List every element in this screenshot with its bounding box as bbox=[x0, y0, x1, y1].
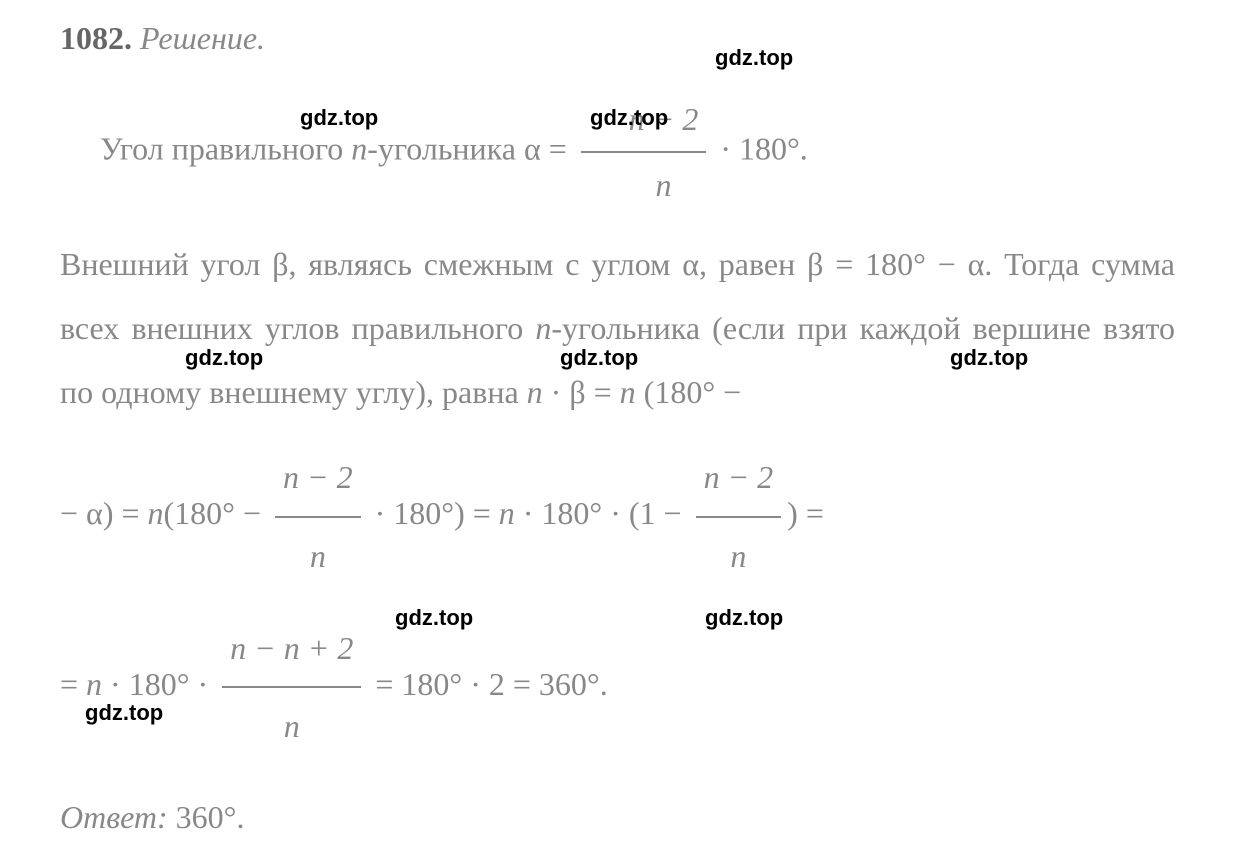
watermark-8: gdz.top bbox=[85, 700, 163, 726]
watermark-3: gdz.top bbox=[185, 345, 263, 371]
p4-frac1-num: n − n + 2 bbox=[222, 610, 361, 689]
p2-italic1: n bbox=[535, 310, 551, 346]
watermark-6: gdz.top bbox=[395, 605, 473, 631]
p4-text2: · 180° · bbox=[102, 666, 216, 702]
p1-text2: -угольника α = bbox=[367, 130, 574, 166]
p3-text5: ) = bbox=[787, 495, 824, 531]
paragraph-2: Внешний угол β, являясь смежным с углом … bbox=[60, 232, 1175, 424]
watermark-2: gdz.top bbox=[590, 105, 668, 131]
p3-fraction2: n − 2n bbox=[696, 439, 782, 595]
watermark-0: gdz.top bbox=[715, 45, 793, 71]
p3-text4: · 180° · (1 − bbox=[515, 495, 690, 531]
answer-label: Ответ: bbox=[60, 799, 168, 835]
p3-italic1: n bbox=[148, 495, 164, 531]
p4-italic1: n bbox=[86, 666, 102, 702]
p3-frac1-num: n − 2 bbox=[275, 439, 361, 518]
p1-frac1-den: n bbox=[581, 153, 707, 217]
p3-italic2: n bbox=[499, 495, 515, 531]
problem-header: 1082. Решение. bbox=[60, 20, 1175, 57]
watermark-7: gdz.top bbox=[705, 605, 783, 631]
p3-fraction1: n − 2n bbox=[275, 439, 361, 595]
watermark-5: gdz.top bbox=[950, 345, 1028, 371]
p3-frac2-num: n − 2 bbox=[696, 439, 782, 518]
p3-text2: (180° − bbox=[164, 495, 270, 531]
p1-text1: Угол правильного bbox=[100, 130, 351, 166]
p4-fraction1: n − n + 2n bbox=[222, 610, 361, 766]
watermark-1: gdz.top bbox=[300, 105, 378, 131]
p3-text1: − α) = bbox=[60, 495, 148, 531]
p1-text3: · 180°. bbox=[712, 130, 807, 166]
p3-frac1-den: n bbox=[275, 518, 361, 595]
p3-frac2-den: n bbox=[696, 518, 782, 595]
p2-italic3: n bbox=[620, 374, 636, 410]
problem-number: 1082. bbox=[60, 20, 132, 56]
paragraph-3: − α) = n(180° − n − 2n · 180°) = n · 180… bbox=[60, 439, 1175, 595]
p1-italic1: n bbox=[351, 130, 367, 166]
p4-text1: = bbox=[60, 666, 86, 702]
p4-frac1-den: n bbox=[222, 688, 361, 765]
answer-row: Ответ: 360°. bbox=[60, 785, 1175, 849]
p2-italic2: n bbox=[527, 374, 543, 410]
watermark-4: gdz.top bbox=[560, 345, 638, 371]
solution-label: Решение. bbox=[140, 20, 265, 56]
paragraph-4: = n · 180° · n − n + 2n = 180° · 2 = 360… bbox=[60, 610, 1175, 766]
p4-text3: = 180° · 2 = 360°. bbox=[367, 666, 607, 702]
p2-text4: (180° − bbox=[636, 374, 742, 410]
content: Угол правильного n-угольника α = n − 2n … bbox=[60, 87, 1175, 849]
p3-text3: · 180°) = bbox=[367, 495, 499, 531]
answer-value: 360°. bbox=[168, 799, 245, 835]
p2-text3: · β = bbox=[543, 374, 620, 410]
